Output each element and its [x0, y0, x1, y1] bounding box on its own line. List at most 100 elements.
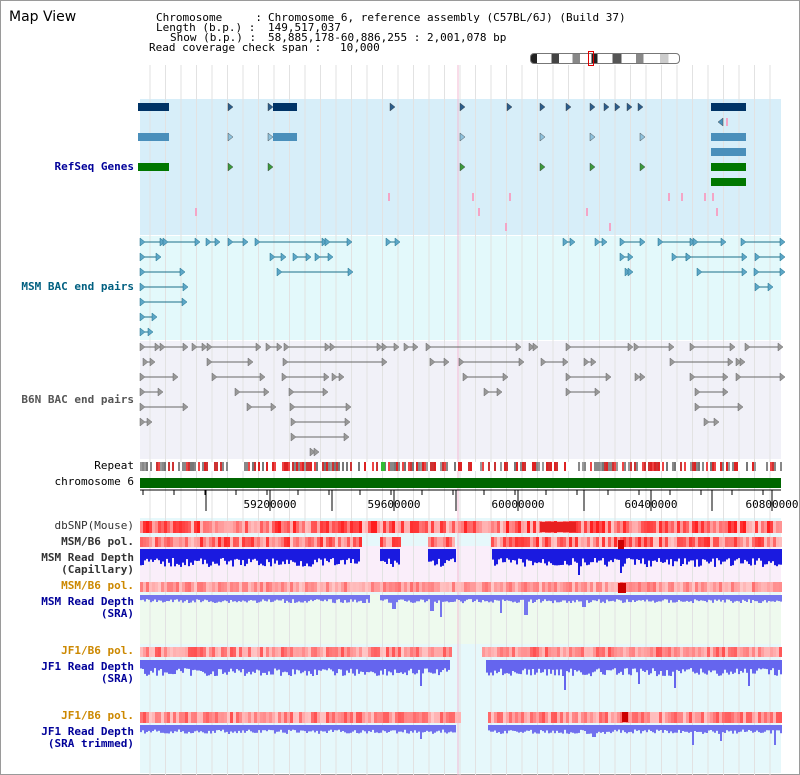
- depth-bar: [202, 660, 204, 672]
- heat-cell: [323, 582, 326, 592]
- heat-cell: [167, 712, 170, 723]
- depth-bar: [280, 725, 282, 730]
- depth-bar: [244, 725, 246, 733]
- repeat-mark: [236, 462, 238, 471]
- ideogram-region-marker: [588, 51, 594, 66]
- depth-bar: [142, 725, 144, 731]
- depth-bar: [224, 725, 226, 733]
- depth-bar: [318, 595, 320, 600]
- heat-cell: [623, 647, 626, 657]
- heat-cell: [407, 712, 410, 723]
- heat-cell: [248, 521, 251, 533]
- repeat-mark: [226, 462, 228, 471]
- track-label-repeat[interactable]: Repeat: [94, 459, 134, 472]
- depth-bar: [778, 725, 780, 731]
- heat-cell: [653, 521, 656, 533]
- heat-cell: [272, 521, 275, 533]
- heat-cell: [443, 537, 446, 547]
- depth-bar: [174, 595, 176, 600]
- depth-bar: [710, 725, 712, 730]
- heat-cell: [743, 521, 746, 533]
- depth-bar: [402, 660, 404, 674]
- depth-bar: [502, 725, 504, 734]
- repeat-mark: [770, 462, 772, 471]
- depth-bar: [670, 660, 672, 676]
- depth-bar: [354, 725, 356, 731]
- heat-cell: [707, 537, 710, 547]
- depth-bar: [752, 660, 754, 674]
- depth-bar: [564, 595, 566, 601]
- heat-cell: [743, 712, 746, 723]
- track-label-msm-b6-pol[interactable]: MSM/B6 pol.: [61, 535, 134, 548]
- repeat-mark: [292, 462, 294, 471]
- depth-bar: [652, 660, 654, 669]
- depth-bar: [278, 660, 280, 670]
- heat-cell: [740, 647, 743, 657]
- track-label-jf1-pol-trim[interactable]: JF1/B6 pol.: [61, 709, 134, 722]
- track-label-jf1-trim[interactable]: JF1 Read Depth: [41, 725, 134, 738]
- track-label-jf1-pol[interactable]: JF1/B6 pol.: [61, 644, 134, 657]
- heat-cell: [278, 647, 281, 657]
- repeat-mark: [458, 462, 460, 471]
- depth-bar: [324, 725, 326, 732]
- heat-cell: [284, 712, 287, 723]
- depth-bar: [744, 595, 746, 601]
- depth-bar: [444, 595, 446, 602]
- track-label-jf1-depth[interactable]: JF1 Read Depth: [41, 660, 134, 673]
- b6n-bac-end: [247, 357, 254, 367]
- depth-bar: [274, 725, 276, 734]
- depth-bar: [734, 660, 736, 673]
- depth-bar: [320, 660, 322, 671]
- heat-cell: [584, 537, 587, 547]
- heat-cell: [239, 537, 242, 547]
- heat-cell: [713, 537, 716, 547]
- repeat-mark: [381, 462, 385, 471]
- track-label-msm-depth[interactable]: MSM Read Depth: [41, 551, 134, 564]
- depth-bar: [424, 725, 426, 732]
- heat-cell: [554, 537, 557, 547]
- heat-cell: [614, 647, 617, 657]
- depth-bar: [194, 549, 196, 561]
- heat-cell: [176, 521, 179, 533]
- repeat-mark: [628, 462, 630, 471]
- depth-bar: [150, 660, 152, 671]
- track-label-msm-b6-pol-sra[interactable]: MSM/B6 pol.: [61, 579, 134, 592]
- msm-bac-end: [327, 252, 334, 262]
- heat-cell: [167, 537, 170, 547]
- depth-bar: [676, 549, 678, 562]
- heat-cell: [713, 521, 716, 533]
- depth-bar: [256, 660, 258, 670]
- repeat-mark: [208, 462, 210, 471]
- heat-cell: [263, 582, 266, 592]
- chromosome-ideogram[interactable]: [530, 53, 680, 64]
- track-label-msm-bac[interactable]: MSM BAC end pairs: [21, 280, 134, 293]
- depth-bar: [638, 595, 640, 601]
- depth-bar: [176, 549, 178, 564]
- track-label-dbsnp[interactable]: dbSNP(Mouse): [54, 519, 134, 532]
- depth-bar: [502, 660, 504, 676]
- track-label-chromosome[interactable]: chromosome 6: [54, 475, 134, 488]
- heat-cell: [638, 537, 641, 547]
- track-label-msm-sra[interactable]: MSM Read Depth: [41, 595, 134, 608]
- repeat-mark: [436, 462, 438, 471]
- depth-bar: [534, 549, 536, 563]
- depth-bar: [310, 549, 312, 567]
- b6n-bac-end: [735, 357, 742, 367]
- heat-cell: [269, 582, 272, 592]
- depth-bar: [676, 595, 678, 602]
- depth-bar: [594, 549, 596, 558]
- heat-cell: [509, 521, 512, 533]
- track-label-b6n-bac[interactable]: B6N BAC end pairs: [21, 393, 134, 406]
- depth-bar: [670, 595, 672, 601]
- depth-bar: [210, 660, 212, 675]
- repeat-mark: [240, 462, 242, 471]
- track-label-refseq[interactable]: RefSeq Genes: [54, 160, 134, 173]
- heat-cell: [392, 582, 395, 592]
- msm-bac-end: [179, 267, 186, 277]
- heat-cell: [404, 521, 407, 533]
- snp-tick: [668, 193, 670, 201]
- depth-bar: [776, 595, 778, 601]
- heat-cell: [449, 537, 452, 547]
- depth-bar: [154, 595, 156, 600]
